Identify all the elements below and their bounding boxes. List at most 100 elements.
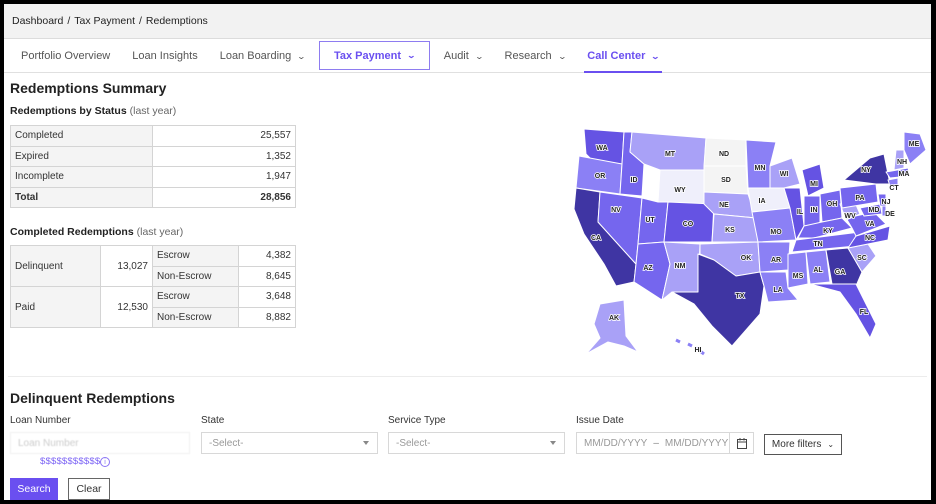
tab-research[interactable]: Research ⌄ bbox=[494, 40, 577, 72]
state-pa[interactable] bbox=[839, 183, 879, 209]
svg-text:VA: VA bbox=[865, 221, 874, 228]
svg-text:TX: TX bbox=[736, 293, 745, 300]
row-value: 28,856 bbox=[152, 186, 296, 208]
service-type-label: Service Type bbox=[388, 415, 446, 426]
group-total: 13,027 bbox=[100, 245, 153, 287]
state-hi[interactable] bbox=[675, 338, 705, 356]
row-value: 1,352 bbox=[152, 145, 296, 167]
state-nj[interactable] bbox=[877, 193, 887, 207]
svg-text:CA: CA bbox=[591, 235, 601, 242]
svg-text:MO: MO bbox=[770, 229, 782, 236]
tab-call-center[interactable]: Call Center ⌄ bbox=[576, 40, 670, 73]
issue-date-label: Issue Date bbox=[576, 415, 624, 426]
state-al[interactable] bbox=[805, 249, 831, 285]
search-button[interactable]: Search bbox=[10, 478, 58, 500]
state-ma[interactable] bbox=[885, 167, 911, 179]
sub-label: Escrow bbox=[152, 245, 239, 267]
row-value: 1,947 bbox=[152, 166, 296, 188]
state-placeholder: -Select- bbox=[209, 437, 244, 449]
table-row: Expired 1,352 bbox=[10, 145, 296, 167]
chevron-down-icon: ⌄ bbox=[474, 51, 484, 61]
row-label: Expired bbox=[10, 145, 153, 167]
svg-text:WA: WA bbox=[596, 145, 607, 152]
state-label: State bbox=[201, 415, 225, 426]
loan-number-hint: $$$$$$$$$$$ bbox=[40, 456, 101, 467]
sub-value: 8,645 bbox=[238, 265, 296, 287]
svg-text:PA: PA bbox=[855, 195, 864, 202]
svg-text:KY: KY bbox=[823, 228, 833, 235]
service-type-placeholder: -Select- bbox=[396, 437, 431, 449]
tab-loan-insights[interactable]: Loan Insights bbox=[121, 40, 208, 72]
state-fl[interactable] bbox=[809, 283, 877, 339]
svg-text:MI: MI bbox=[810, 181, 818, 188]
state-nc[interactable] bbox=[847, 225, 891, 249]
completed-section-period: (last year) bbox=[136, 226, 184, 238]
breadcrumb: Dashboard / Tax Payment / Redemptions bbox=[4, 4, 931, 39]
tab-loan-boarding[interactable]: Loan Boarding ⌄ bbox=[209, 40, 316, 72]
tab-audit[interactable]: Audit ⌄ bbox=[433, 40, 494, 72]
svg-text:GA: GA bbox=[835, 269, 846, 276]
svg-text:AK: AK bbox=[609, 315, 619, 322]
svg-text:NJ: NJ bbox=[882, 199, 891, 206]
state-ny[interactable] bbox=[843, 153, 891, 185]
completed-section-heading: Completed Redemptions bbox=[10, 226, 134, 238]
state-wi[interactable] bbox=[769, 157, 801, 189]
tab-label: Loan Insights bbox=[132, 50, 198, 62]
svg-text:CO: CO bbox=[683, 221, 694, 228]
chevron-down-icon: ⌄ bbox=[827, 440, 835, 449]
breadcrumb-separator: / bbox=[67, 15, 71, 27]
tab-label: Loan Boarding bbox=[219, 50, 292, 62]
delinquent-section-title: Delinquent Redemptions bbox=[10, 390, 175, 406]
svg-text:AZ: AZ bbox=[643, 265, 653, 272]
state-ct[interactable] bbox=[887, 177, 899, 187]
row-value: 25,557 bbox=[152, 125, 296, 147]
tab-label: Research bbox=[504, 50, 552, 62]
tab-tax-payment[interactable]: Tax Payment ⌄ bbox=[318, 41, 430, 70]
calendar-icon[interactable] bbox=[729, 432, 753, 454]
service-type-select[interactable]: -Select- bbox=[388, 432, 565, 454]
state-ms[interactable] bbox=[787, 251, 809, 289]
svg-text:AR: AR bbox=[771, 257, 781, 264]
svg-text:OH: OH bbox=[827, 201, 838, 208]
breadcrumb-tax-payment[interactable]: Tax Payment bbox=[74, 15, 135, 27]
breadcrumb-dashboard[interactable]: Dashboard bbox=[12, 15, 64, 27]
us-choropleth-map: WA OR CA ID NV MT WY UT CO AZ NM ND SD N… bbox=[573, 128, 927, 356]
clear-button[interactable]: Clear bbox=[68, 478, 110, 500]
svg-text:CT: CT bbox=[889, 185, 899, 192]
tab-label: Portfolio Overview bbox=[21, 50, 111, 62]
date-to-placeholder: MM/DD/YYYY bbox=[664, 437, 729, 449]
more-filters-button[interactable]: More filters ⌄ bbox=[764, 434, 842, 455]
state-select[interactable]: -Select- bbox=[201, 432, 378, 454]
svg-text:ND: ND bbox=[719, 151, 729, 158]
tab-portfolio-overview[interactable]: Portfolio Overview bbox=[10, 40, 121, 72]
status-section-heading: Redemptions by Status bbox=[10, 105, 127, 117]
row-label: Incomplete bbox=[10, 166, 153, 188]
row-label: Completed bbox=[10, 125, 153, 147]
issue-date-range-input[interactable]: MM/DD/YYYY – MM/DD/YYYY bbox=[576, 432, 754, 454]
svg-text:MS: MS bbox=[793, 273, 804, 280]
svg-text:DE: DE bbox=[885, 211, 895, 218]
svg-text:MA: MA bbox=[899, 171, 910, 178]
state-mo[interactable] bbox=[751, 207, 797, 243]
state-tx[interactable] bbox=[671, 253, 765, 347]
state-me[interactable] bbox=[903, 131, 927, 165]
state-ks[interactable] bbox=[711, 213, 759, 243]
completed-section-title: Completed Redemptions (last year) bbox=[10, 226, 183, 238]
state-nh[interactable] bbox=[893, 149, 905, 171]
svg-text:TN: TN bbox=[813, 241, 822, 248]
group-total: 12,530 bbox=[100, 286, 153, 328]
completed-table: Delinquent 13,027 Escrow 4,382 Non-Escro… bbox=[10, 245, 296, 328]
state-mi[interactable] bbox=[801, 163, 825, 197]
svg-text:UT: UT bbox=[645, 217, 655, 224]
info-icon[interactable]: i bbox=[100, 457, 110, 467]
svg-text:ME: ME bbox=[909, 141, 920, 148]
state-ak[interactable] bbox=[585, 299, 639, 355]
caret-down-icon bbox=[550, 441, 556, 445]
state-la[interactable] bbox=[759, 271, 799, 303]
chevron-down-icon: ⌄ bbox=[557, 51, 567, 61]
chevron-down-icon: ⌄ bbox=[651, 51, 661, 61]
chevron-down-icon: ⌄ bbox=[296, 51, 307, 61]
table-row: Non-Escrow 8,645 bbox=[11, 265, 296, 287]
loan-number-input[interactable]: Loan Number bbox=[10, 432, 190, 454]
